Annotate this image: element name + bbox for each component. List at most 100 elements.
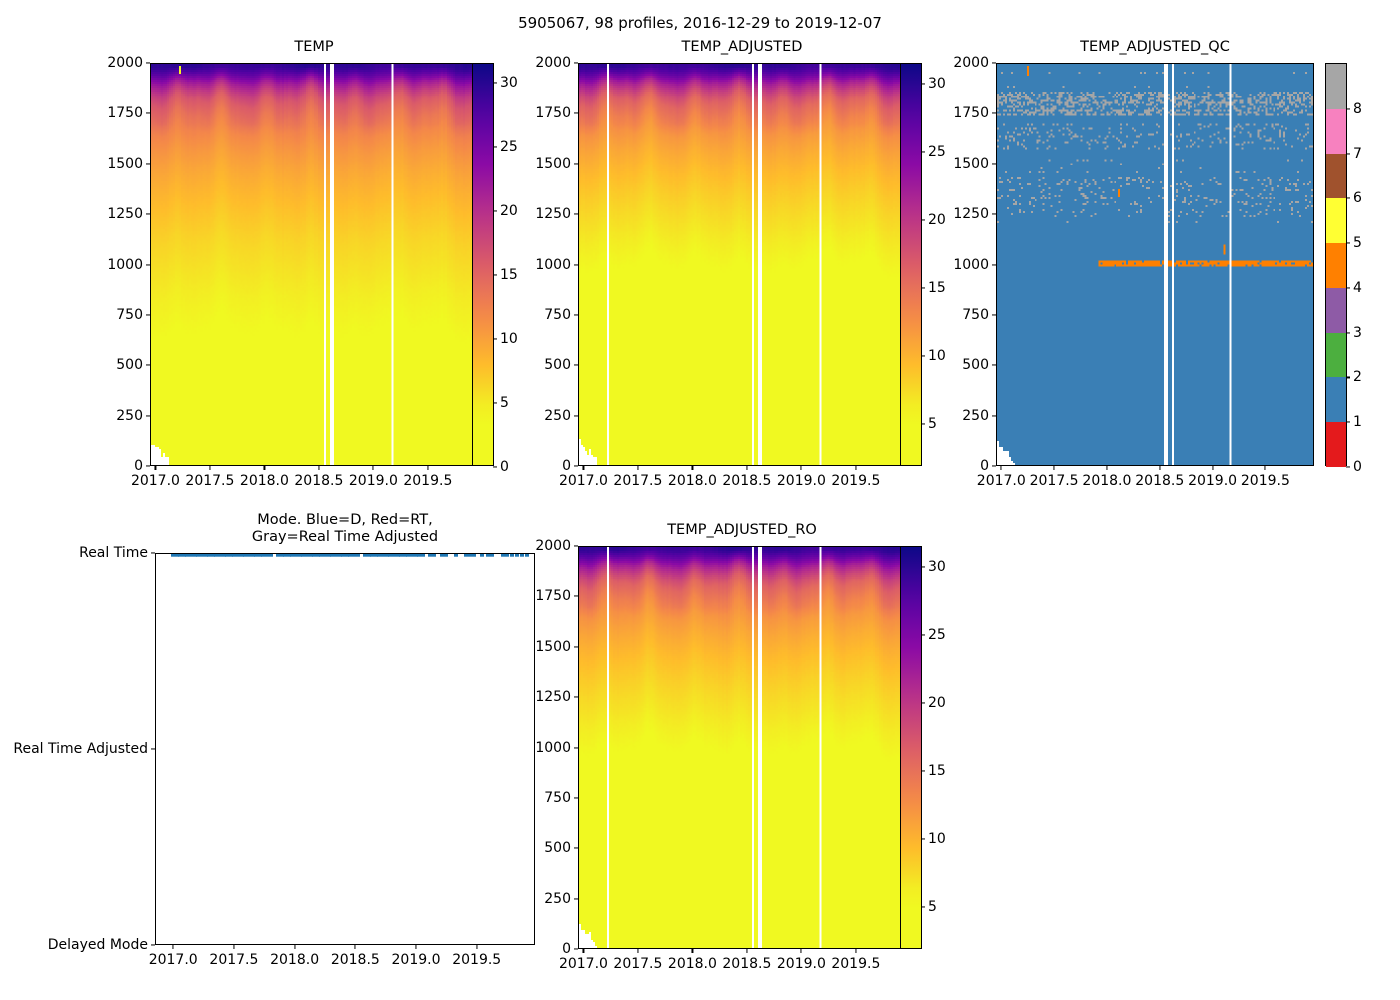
x-tick-label: 2018.0 [239, 473, 289, 489]
y-tick-mark [146, 112, 150, 114]
mode-marker [399, 554, 404, 557]
x-tick-mark [582, 466, 584, 470]
colorbar-tick-label: 30 [928, 559, 946, 576]
colorbar-tick-label: 2 [1353, 369, 1362, 386]
y-tick-mark [992, 112, 996, 114]
mode-marker [243, 554, 248, 557]
x-tick-label: 2019.0 [776, 473, 826, 489]
temp-adjusted-qc-heatmap [997, 64, 1313, 465]
x-tick-mark [263, 466, 265, 470]
colorbar-temp-adjusted-ro: 5 10 15 20 25 30 [900, 546, 946, 949]
mode-marker [178, 554, 183, 557]
x-tick-mark [294, 945, 296, 949]
x-tick-mark [800, 466, 802, 470]
panel-temp-plot-area [150, 63, 478, 466]
mode-scatter-layer [156, 554, 534, 944]
mode-marker [341, 554, 346, 557]
x-tick-label: 2017.0 [976, 473, 1026, 489]
y-tick-mark [146, 263, 150, 266]
qc-colorbar-segment-2 [1326, 332, 1346, 378]
mode-marker [330, 554, 335, 557]
x-tick-label: 2018.5 [722, 473, 772, 489]
x-tick-mark [354, 945, 356, 949]
mode-marker [480, 554, 485, 557]
y-tick-label: Real Time [79, 545, 148, 561]
x-tick-label: 2018.0 [667, 956, 717, 972]
y-tick-label: 1000 [953, 256, 989, 273]
x-tick-label: 2019.5 [831, 956, 881, 972]
mode-marker [326, 554, 331, 557]
colorbar-temp-adjusted-ro-gradient [901, 547, 921, 948]
qc-colorbar-segment-1 [1326, 377, 1346, 423]
colorbar-tick-mark [921, 287, 925, 289]
colorbar-tick-mark [493, 210, 497, 212]
y-tick-mark [992, 213, 996, 215]
x-tick-label: 2017.0 [148, 952, 198, 968]
x-tick-label: 2018.5 [330, 952, 380, 968]
x-tick-mark [746, 949, 748, 953]
mode-marker [294, 554, 299, 557]
y-tick-mark [574, 364, 578, 366]
colorbar-temp-adjusted: 5 10 15 20 25 30 [900, 63, 946, 466]
y-tick-mark [992, 163, 996, 165]
colorbar-tick-mark [921, 151, 925, 153]
y-tick-mark [574, 696, 578, 698]
colorbar-tick-label: 15 [500, 267, 518, 284]
colorbar-tick-label: 5 [928, 898, 937, 915]
y-tick-label: 2000 [535, 55, 571, 71]
colorbar-tick-label: 0 [500, 459, 509, 475]
mode-marker [410, 554, 415, 557]
x-tick-mark [855, 949, 857, 953]
x-tick-mark [233, 945, 235, 949]
y-tick-mark [574, 314, 578, 316]
x-tick-mark [582, 949, 584, 953]
mode-marker [210, 554, 215, 557]
mode-marker [174, 554, 179, 557]
y-tick-label: 0 [980, 458, 989, 474]
y-tick-label: 1250 [953, 206, 989, 223]
mode-marker [333, 554, 338, 557]
mode-marker [355, 554, 360, 557]
mode-marker [381, 554, 386, 557]
panel-mode: Mode. Blue=D, Red=RT, Gray=Real Time Adj… [13, 512, 535, 968]
x-tick-label: 2019.5 [452, 952, 502, 968]
colorbar-tick-mark [921, 838, 925, 840]
mode-marker [239, 554, 244, 557]
colorbar-tick-label: 5 [928, 415, 937, 432]
temp-adjusted-ro-heatmap [579, 547, 905, 948]
mode-marker [170, 554, 175, 557]
y-tick-mark [574, 948, 578, 950]
x-tick-label: 2017.5 [1029, 473, 1079, 489]
mode-marker [413, 554, 418, 557]
mode-marker [203, 554, 208, 557]
x-tick-label: 2018.5 [1135, 473, 1185, 489]
y-tick-label: 1250 [535, 206, 571, 223]
y-tick-mark [992, 314, 996, 316]
colorbar-tick-label: 5 [500, 395, 509, 412]
colorbar-tick-label: 30 [500, 75, 518, 92]
y-tick-label: 2000 [535, 538, 571, 554]
y-tick-mark [146, 465, 150, 467]
x-tick-mark [1264, 466, 1266, 470]
mode-marker [268, 554, 273, 557]
mode-marker [312, 554, 317, 557]
mode-marker [323, 554, 328, 557]
colorbar-tick-mark [493, 338, 497, 340]
y-tick-label: 2000 [953, 55, 989, 71]
mode-marker [185, 554, 190, 557]
panel-mode-plot-area [155, 553, 535, 945]
colorbar-tick-mark [1346, 421, 1350, 423]
colorbar-tick-label: 0 [1353, 459, 1362, 475]
mode-marker [286, 554, 291, 557]
y-tick-mark [574, 163, 578, 165]
colorbar-tick-mark [921, 770, 925, 772]
mode-marker [192, 554, 197, 557]
panel-mode-title: Mode. Blue=D, Red=RT, Gray=Real Time Adj… [251, 511, 439, 546]
mode-marker [218, 554, 222, 557]
y-tick-label: 0 [562, 458, 571, 474]
y-tick-label: 1500 [535, 638, 571, 655]
x-tick-label: 2017.5 [185, 473, 235, 489]
mode-marker [440, 554, 445, 557]
y-tick-mark [151, 748, 155, 750]
y-tick-mark [574, 112, 578, 114]
